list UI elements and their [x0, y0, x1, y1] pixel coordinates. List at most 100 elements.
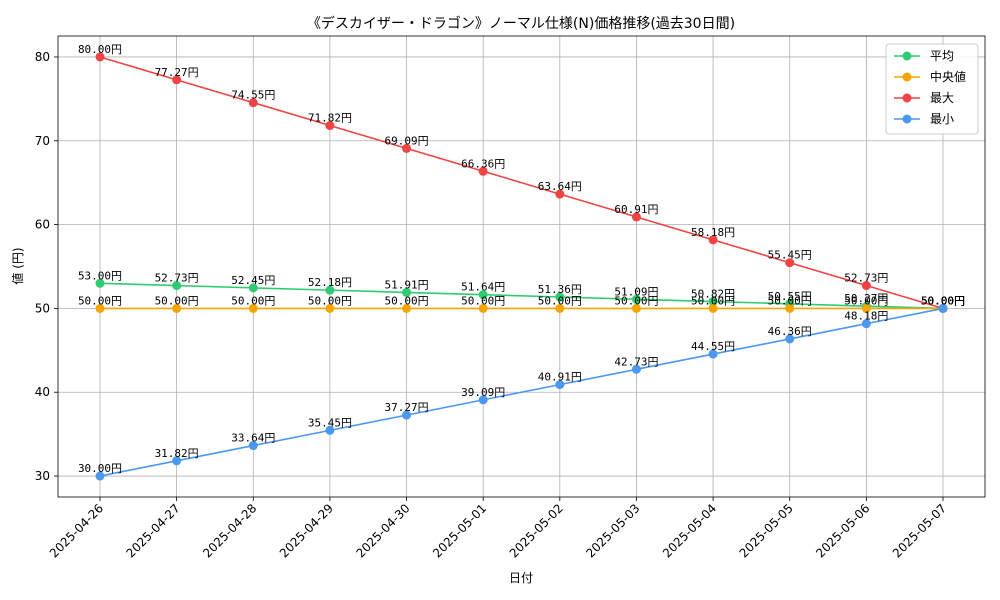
series-line-2	[99, 56, 944, 310]
data-point	[708, 303, 718, 313]
data-label: 69.09円	[384, 134, 428, 147]
data-point	[172, 75, 182, 85]
data-label: 50.27円	[844, 292, 888, 305]
data-point	[555, 303, 565, 313]
data-label: 53.00円	[78, 269, 122, 282]
data-point	[555, 189, 565, 199]
x-tick-label: 2025-04-29	[277, 501, 336, 560]
data-point	[631, 212, 641, 222]
data-point	[172, 281, 182, 291]
data-label: 48.18円	[844, 310, 888, 323]
data-point	[172, 303, 182, 313]
x-tick-label: 2025-05-07	[890, 501, 949, 560]
data-label: 50.00円	[921, 294, 965, 307]
data-label: 50.00円	[614, 294, 658, 307]
data-point	[402, 303, 412, 313]
data-point	[95, 303, 105, 313]
data-point	[708, 297, 718, 307]
data-label: 44.55円	[691, 340, 735, 353]
data-label: 35.45円	[308, 416, 352, 429]
data-point	[95, 278, 105, 288]
data-point	[785, 303, 795, 313]
data-point	[248, 98, 258, 108]
data-label: 33.64円	[231, 432, 275, 445]
x-tick-label: 2025-04-26	[47, 501, 106, 560]
data-label: 50.00円	[538, 294, 582, 307]
data-point	[95, 471, 105, 481]
legend-swatch-marker	[902, 51, 912, 61]
data-label: 50.00円	[384, 294, 428, 307]
x-tick-label: 2025-04-30	[353, 501, 412, 560]
data-point	[708, 235, 718, 245]
data-label: 37.27円	[384, 401, 428, 414]
y-tick-label: 30	[35, 469, 50, 483]
data-label: 52.73円	[155, 272, 199, 285]
data-point	[631, 294, 641, 304]
data-label: 50.82円	[691, 288, 735, 301]
data-label: 52.73円	[844, 272, 888, 285]
data-point	[402, 143, 412, 153]
series-line-0	[99, 282, 944, 310]
data-point	[478, 303, 488, 313]
data-point	[631, 364, 641, 374]
legend-box	[885, 43, 979, 135]
data-point	[631, 303, 641, 313]
data-point	[938, 303, 948, 313]
x-tick-label: 2025-05-04	[660, 501, 719, 560]
x-tick-label: 2025-04-27	[124, 501, 183, 560]
data-label: 50.00円	[844, 294, 888, 307]
data-point	[248, 283, 258, 293]
x-tick-label: 2025-05-03	[583, 501, 642, 560]
series-line-3	[99, 307, 944, 477]
data-label: 30.00円	[78, 462, 122, 475]
data-label: 50.00円	[921, 294, 965, 307]
chart-title: 《デスカイザー・ドラゴン》ノーマル仕様(N)価格推移(過去30日間)	[307, 15, 735, 32]
y-tick-label: 50	[35, 301, 50, 315]
data-label: 51.36円	[538, 283, 582, 296]
data-point	[861, 303, 871, 313]
data-point	[555, 292, 565, 302]
data-label: 50.00円	[691, 294, 735, 307]
data-label: 50.00円	[231, 294, 275, 307]
data-point	[402, 287, 412, 297]
legend-label: 最大	[930, 91, 954, 105]
data-label: 50.00円	[921, 294, 965, 307]
data-label: 51.64円	[461, 281, 505, 294]
data-label: 80.00円	[78, 43, 122, 56]
y-tick-label: 60	[35, 218, 50, 232]
data-label: 50.00円	[308, 294, 352, 307]
y-tick-label: 70	[35, 134, 50, 148]
data-label: 39.09円	[461, 386, 505, 399]
data-point	[861, 319, 871, 329]
data-point	[785, 334, 795, 344]
data-point	[325, 285, 335, 295]
data-point	[861, 281, 871, 291]
data-point	[785, 258, 795, 268]
data-label: 52.45円	[231, 274, 275, 287]
data-label: 50.00円	[921, 294, 965, 307]
data-point	[708, 349, 718, 359]
data-point	[555, 380, 565, 390]
legend-swatch-marker	[902, 93, 912, 103]
x-tick-label: 2025-05-02	[507, 501, 566, 560]
x-tick-label: 2025-05-01	[430, 501, 489, 560]
data-point	[248, 303, 258, 313]
data-point	[478, 290, 488, 300]
data-label: 52.18円	[308, 276, 352, 289]
y-tick-label: 40	[35, 385, 50, 399]
data-label: 50.55円	[768, 290, 812, 303]
data-label: 66.36円	[461, 157, 505, 170]
data-label: 77.27円	[155, 66, 199, 79]
data-label: 71.82円	[308, 112, 352, 125]
data-point	[325, 121, 335, 131]
legend-swatch-marker	[902, 114, 912, 124]
data-label: 51.91円	[384, 278, 428, 291]
y-axis-title: 値 (円)	[10, 247, 25, 284]
data-label: 63.64円	[538, 180, 582, 193]
data-label: 74.55円	[231, 89, 275, 102]
y-tick-label: 80	[35, 50, 50, 64]
data-label: 46.36円	[768, 325, 812, 338]
data-point	[95, 52, 105, 62]
